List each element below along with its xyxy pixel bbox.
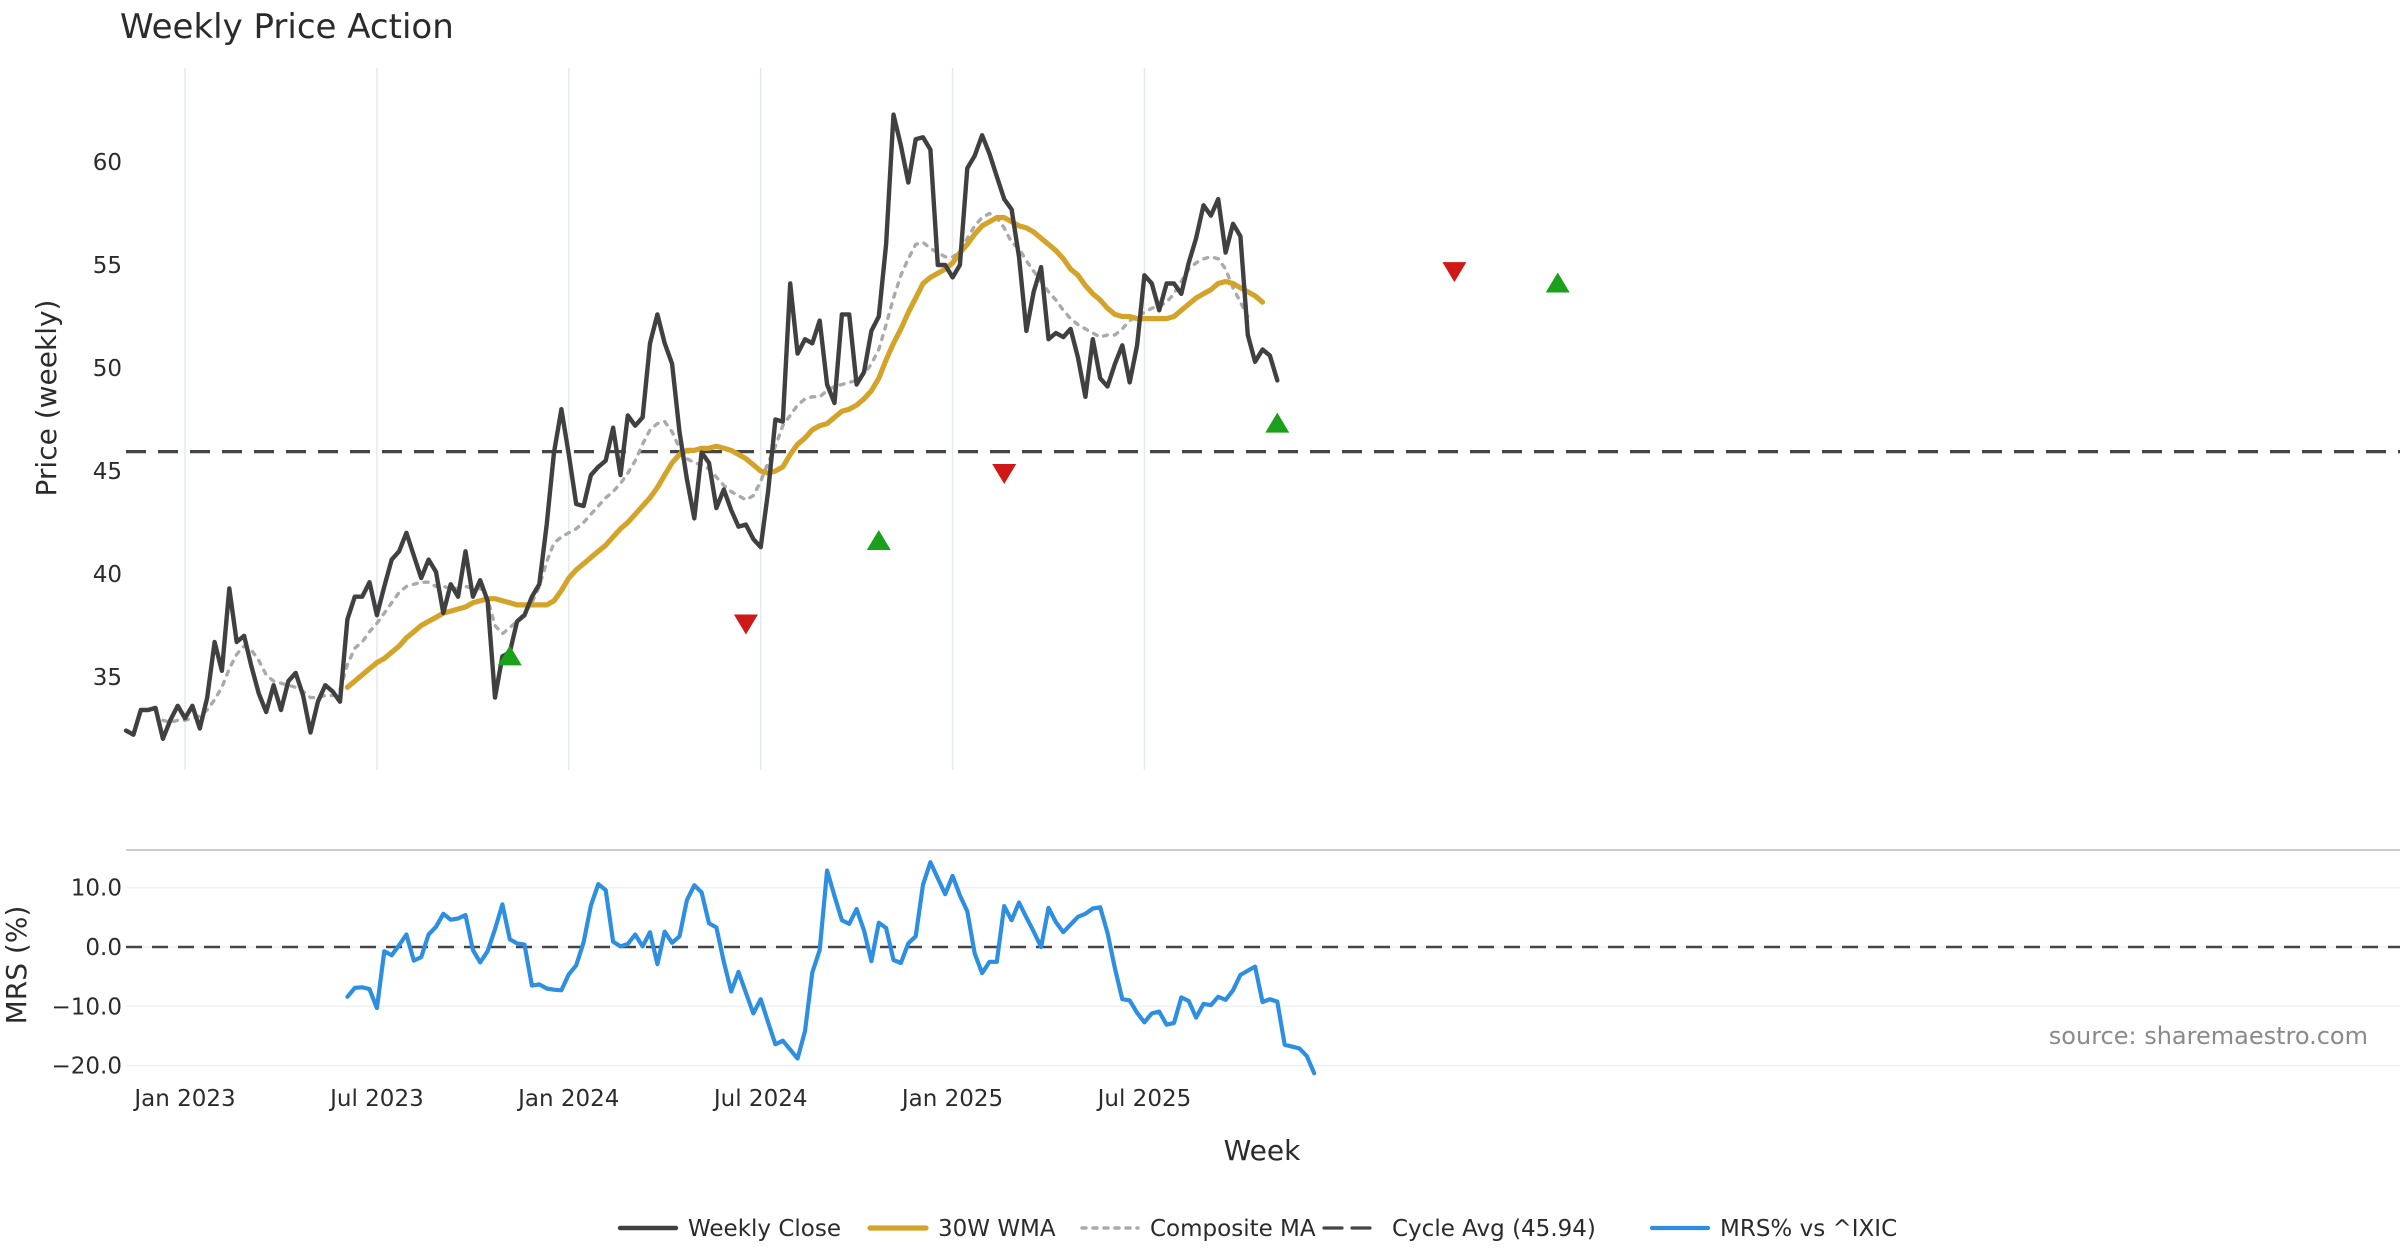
chart-title: Weekly Price Action xyxy=(120,7,454,47)
buy-signal-marker xyxy=(1545,272,1570,293)
mrs-y-tick-label: −20.0 xyxy=(52,1054,122,1080)
x-tick-label: Jan 2023 xyxy=(132,1086,235,1112)
price-y-tick-label: 55 xyxy=(93,253,122,279)
mrs-y-tick-label: 10.0 xyxy=(71,876,122,902)
mrs-line xyxy=(345,860,1317,1076)
sell-signal-marker xyxy=(1442,262,1467,283)
mrs-y-tick-label: 0.0 xyxy=(85,935,122,961)
x-tick-label: Jan 2024 xyxy=(516,1086,619,1112)
price-y-axis-label: Price (weekly) xyxy=(30,300,63,497)
price-y-tick-label: 60 xyxy=(93,150,122,176)
legend-label: MRS% vs ^IXIC xyxy=(1720,1216,1897,1242)
legend-label: Weekly Close xyxy=(688,1216,841,1242)
legend-label: Cycle Avg (45.94) xyxy=(1392,1216,1596,1242)
mrs-y-ticks: 10.0 0.0 −10.0 −20.0 xyxy=(52,876,2400,1080)
price-y-ticks: 35 40 45 50 55 60 xyxy=(93,150,122,691)
composite-ma-line xyxy=(161,211,1250,724)
price-y-tick-label: 40 xyxy=(93,562,122,588)
mrs-y-tick-label: −10.0 xyxy=(52,994,122,1020)
sell-signal-marker xyxy=(733,614,758,635)
mrs-y-axis-label: MRS (%) xyxy=(0,906,33,1025)
signal-markers xyxy=(497,262,1570,666)
price-y-tick-label: 35 xyxy=(93,665,122,691)
wma-30w-line xyxy=(344,215,1266,690)
legend-label: Composite MA xyxy=(1150,1216,1316,1242)
vertical-gridlines xyxy=(184,68,1146,770)
x-tick-label: Jul 2025 xyxy=(1096,1086,1192,1112)
weekly-close-line xyxy=(123,112,1280,741)
legend: Weekly Close 30W WMA Composite MA Cycle Avg… xyxy=(617,1216,1897,1242)
sell-signal-marker xyxy=(992,464,1017,485)
buy-signal-marker xyxy=(866,530,891,551)
x-tick-label: Jul 2023 xyxy=(328,1086,424,1112)
buy-signal-marker xyxy=(497,645,522,666)
series-lines xyxy=(123,112,1317,1076)
price-y-tick-label: 50 xyxy=(93,356,122,382)
x-axis-label: Week xyxy=(1224,1134,1301,1167)
x-tick-label: Jul 2024 xyxy=(712,1086,808,1112)
source-watermark: source: sharemaestro.com xyxy=(2049,1022,2368,1050)
legend-label: 30W WMA xyxy=(938,1216,1056,1242)
x-tick-label: Jan 2025 xyxy=(900,1086,1003,1112)
price-y-tick-label: 45 xyxy=(93,459,122,485)
buy-signal-marker xyxy=(1265,412,1290,433)
x-ticks: Jan 2023 Jul 2023 Jan 2024 Jul 2024 Jan 2025… xyxy=(132,1086,1191,1112)
